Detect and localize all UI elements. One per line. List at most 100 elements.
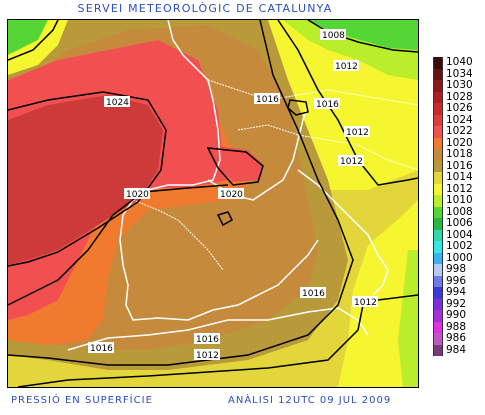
legend-label: 992	[446, 297, 467, 310]
legend-label: 1026	[446, 102, 473, 114]
legend-swatch	[433, 195, 443, 207]
legend-label: 1004	[446, 228, 473, 241]
border-iberia	[132, 199, 224, 271]
isobar-label: 1012	[354, 298, 377, 308]
legend-label: 990	[446, 309, 467, 321]
isobar-label: 1016	[316, 100, 339, 110]
isobar-label: 1016	[302, 289, 325, 299]
zone-1010-south	[398, 250, 418, 387]
isobar-1016-inner	[216, 211, 233, 227]
legend-label: 1020	[446, 136, 473, 149]
coastline-europe	[119, 20, 319, 321]
legend-swatch	[433, 264, 443, 276]
isobar-label: 1012	[335, 62, 358, 72]
legend-swatch	[433, 149, 443, 161]
legend-swatch	[433, 241, 443, 253]
legend-swatch	[433, 137, 443, 149]
map-caption: PRESSIÓ EN SUPERFÍCIE	[11, 395, 153, 406]
isobar-1024	[8, 91, 167, 267]
legend-label: 984	[446, 343, 467, 356]
zone-1008	[308, 20, 418, 50]
legend-item: 1034	[433, 67, 485, 80]
legend-label: 996	[446, 274, 467, 287]
legend-item: 1018	[433, 148, 485, 161]
legend-swatch	[433, 80, 443, 92]
legend-label: 1034	[446, 67, 473, 80]
legend-item: 1024	[433, 114, 485, 126]
isobar-label: 1012	[196, 351, 219, 361]
legend-item: 1020	[433, 136, 485, 149]
pressure-map: 1024 1020 1020 1016 1016 1012 1012 1012 …	[7, 19, 419, 388]
legend-label: 1030	[446, 79, 473, 91]
legend-label: 1002	[446, 240, 473, 252]
border-europe-2	[237, 124, 418, 171]
legend-swatch	[433, 275, 443, 287]
legend-item: 1006	[433, 217, 485, 230]
isobar-1016-loop	[287, 99, 309, 116]
legend-label: 1028	[446, 90, 473, 103]
legend-label: 998	[446, 263, 467, 275]
legend-swatch	[433, 114, 443, 126]
page-title: SERVEI METEOROLÒGIC DE CATALUNYA	[77, 2, 333, 15]
legend-item: 1028	[433, 90, 485, 103]
legend-item: 1010	[433, 194, 485, 207]
isobar-label: 1020	[126, 190, 149, 200]
legend-swatch	[433, 126, 443, 138]
legend-item: 1016	[433, 160, 485, 172]
legend-label: 1000	[446, 251, 473, 264]
legend-item: 1004	[433, 228, 485, 241]
legend-item: 1014	[433, 171, 485, 184]
legend-swatch	[433, 310, 443, 322]
analysis-time: ANÀLISI 12UTC 09 JUL 2009	[228, 395, 392, 406]
isobar-label: 1024	[106, 98, 129, 108]
legend-swatch	[433, 229, 443, 241]
legend-swatch	[433, 91, 443, 103]
zone-1012-nw	[8, 20, 68, 75]
isobar-1020-east	[206, 147, 264, 186]
isobar-label: 1016	[196, 335, 219, 345]
zone-1024	[8, 95, 163, 265]
legend-swatch	[433, 103, 443, 115]
legend-label: 1006	[446, 217, 473, 229]
legend-item: 1002	[433, 240, 485, 253]
legend-label: 994	[446, 286, 467, 298]
legend-swatch	[433, 298, 443, 310]
legend-swatch	[433, 321, 443, 333]
legend-label: 1040	[446, 56, 473, 68]
legend-item: 1026	[433, 102, 485, 115]
legend-label: 1008	[446, 205, 473, 218]
legend-swatch	[433, 206, 443, 218]
isobar-1008	[307, 20, 418, 53]
legend-item: 996	[433, 274, 485, 287]
legend-item: 1008	[433, 205, 485, 218]
legend-item: 1040	[433, 56, 485, 69]
coastline-africa	[67, 307, 369, 351]
legend-swatch	[433, 218, 443, 230]
legend-label: 986	[446, 332, 467, 344]
isobar-label: 1012	[340, 157, 363, 167]
legend-swatch	[433, 183, 443, 195]
legend-label: 1014	[446, 171, 473, 183]
legend-item: 984	[433, 343, 485, 356]
legend-swatch	[433, 68, 443, 80]
pressure-legend: 1040 1034 1030 1028 1026 1024 1022 1020 1018 1016…	[433, 56, 485, 356]
legend-label: 988	[446, 320, 467, 333]
isobar-label: 1016	[256, 95, 279, 105]
isobar-1012-nw	[8, 20, 59, 61]
legend-swatch	[433, 287, 443, 299]
legend-item: 988	[433, 320, 485, 333]
legend-item: 1022	[433, 125, 485, 138]
legend-item: 998	[433, 263, 485, 276]
legend-label: 1018	[446, 148, 473, 160]
legend-item: 994	[433, 286, 485, 299]
legend-swatch	[433, 57, 443, 69]
legend-label: 1012	[446, 182, 473, 195]
border-europe-1	[207, 79, 418, 106]
isobar-label: 1016	[90, 344, 113, 354]
legend-swatch	[433, 344, 443, 356]
isobar-label: 1012	[346, 128, 369, 138]
legend-item: 992	[433, 297, 485, 310]
zone-1008-sw	[8, 20, 48, 55]
isobar-1020-west	[8, 184, 229, 306]
legend-item: 1000	[433, 251, 485, 264]
